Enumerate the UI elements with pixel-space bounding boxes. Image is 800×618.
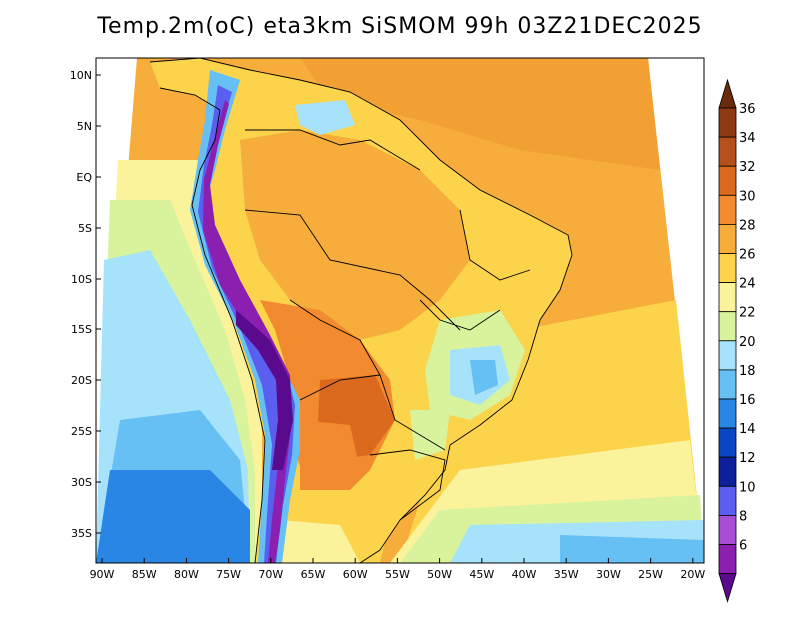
lat-tick-label: 20S	[71, 374, 92, 387]
lon-tick-label: 40W	[512, 568, 537, 581]
border-north	[245, 129, 421, 171]
colorbar-segment	[718, 340, 737, 371]
colorbar-label: 18	[739, 364, 756, 379]
border-amazon	[244, 209, 461, 331]
border-bolivia-paraguay	[289, 299, 446, 451]
amazon-interior	[240, 130, 470, 340]
lat-tick-label: 5S	[78, 222, 92, 235]
se-brazil-highland-16	[470, 360, 498, 395]
border-brazil-states-se	[419, 299, 501, 331]
lat-tick-label: 10N	[70, 69, 92, 82]
border-uruguay	[369, 449, 446, 521]
colorbar-segment	[718, 544, 737, 575]
atlantic-coastline	[149, 58, 573, 563]
colorbar-label: 32	[739, 160, 756, 175]
colorbar-segment	[718, 398, 737, 429]
colorbar-bottom-arrow	[718, 573, 737, 603]
country-borders	[149, 58, 573, 563]
colorbar-segment	[718, 456, 737, 487]
lon-tick-label: 55W	[385, 568, 410, 581]
colorbar-label: 24	[739, 277, 756, 292]
colorbar-label: 8	[739, 509, 747, 524]
colorbar-label: 30	[739, 189, 756, 204]
colorbar-segment	[718, 136, 737, 167]
lon-tick-label: 20W	[680, 568, 705, 581]
colorbar-segment	[718, 427, 737, 458]
colorbar: 36 34 32 30 28 26 24 22 20 18 16 14 12 10 8 6	[718, 78, 756, 603]
lon-tick-label: 30W	[596, 568, 621, 581]
lon-tick-label: 90W	[90, 568, 115, 581]
map-title: Temp.2m(oC) eta3km SiSMOM 99h 03Z21DEC20…	[97, 14, 703, 39]
colorbar-label: 14	[739, 422, 756, 437]
colorbar-label: 34	[739, 131, 756, 146]
lat-tick-label: 25S	[71, 425, 92, 438]
lon-tick-label: 80W	[174, 568, 199, 581]
latitude-axis: 10N 5N EQ 5S 10S 15S 20S 25S 30S 35S	[70, 69, 101, 540]
border-brazil-states-ne	[459, 209, 531, 281]
lat-tick-label: 30S	[71, 476, 92, 489]
colorbar-segment	[718, 282, 737, 313]
lat-tick-label: EQ	[76, 171, 92, 184]
lon-tick-label: 25W	[638, 568, 663, 581]
colorbar-label: 12	[739, 451, 756, 466]
colorbar-label: 26	[739, 248, 756, 263]
colorbar-segment	[718, 253, 737, 284]
lat-tick-label: 5N	[77, 120, 92, 133]
altiplano-6	[236, 310, 293, 470]
colorbar-segment	[718, 165, 737, 196]
longitude-axis: 90W 85W 80W 75W 70W 65W 60W 55W 50W 45W 40W 35W 30W 2…	[90, 558, 705, 581]
southern-cone-22	[270, 520, 360, 563]
lon-tick-label: 70W	[258, 568, 283, 581]
lat-tick-label: 10S	[71, 273, 92, 286]
colorbar-label: 16	[739, 393, 756, 408]
lon-tick-label: 85W	[132, 568, 157, 581]
colorbar-segment	[718, 485, 737, 516]
colorbar-segment	[718, 311, 737, 342]
lon-tick-label: 50W	[427, 568, 452, 581]
lon-tick-label: 75W	[216, 568, 241, 581]
atlantic-16-band	[560, 535, 704, 563]
border-argentina-north	[299, 374, 381, 401]
pacific-14-band	[96, 470, 250, 563]
colorbar-segment	[718, 107, 737, 138]
colorbar-label: 6	[739, 539, 747, 554]
colorbar-label: 28	[739, 218, 756, 233]
colorbar-segment	[718, 194, 737, 225]
colorbar-label: 36	[739, 102, 756, 117]
map-frame	[95, 57, 705, 564]
colorbar-label: 20	[739, 335, 756, 350]
pampa-warm	[300, 420, 360, 500]
lon-tick-label: 60W	[343, 568, 368, 581]
colorbar-segment	[718, 515, 737, 545]
lat-tick-label: 35S	[71, 527, 92, 540]
colorbar-top-arrow	[718, 78, 737, 109]
lat-tick-label: 15S	[71, 323, 92, 336]
lon-tick-label: 45W	[469, 568, 494, 581]
atlantic-warm-band	[300, 58, 660, 170]
temperature-field	[96, 58, 704, 563]
guiana-highlands	[295, 100, 355, 135]
colorbar-label: 22	[739, 306, 756, 321]
colorbar-segment	[718, 223, 737, 254]
lon-tick-label: 35W	[554, 568, 579, 581]
pacific-coastline	[159, 87, 266, 563]
colorbar-segment	[718, 369, 737, 400]
lon-tick-label: 65W	[301, 568, 326, 581]
colorbar-label: 10	[739, 480, 756, 495]
